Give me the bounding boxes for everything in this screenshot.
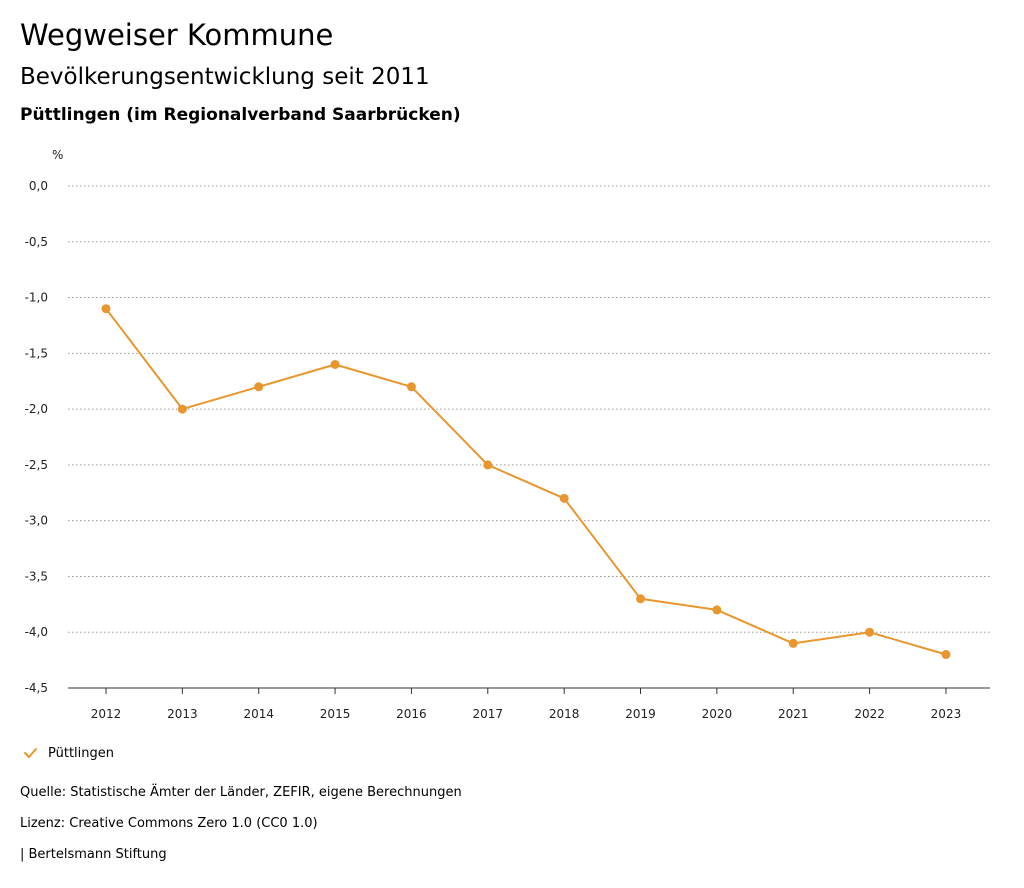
data-point xyxy=(788,638,798,648)
data-point xyxy=(865,627,875,637)
gridlines xyxy=(68,185,990,689)
x-tick-label: 2014 xyxy=(243,707,274,721)
data-point xyxy=(177,404,187,414)
data-point xyxy=(941,650,951,660)
y-tick-label: -0,5 xyxy=(25,235,48,249)
source-note: Quelle: Statistische Ämter der Länder, Z… xyxy=(20,785,462,800)
x-tick-label: 2016 xyxy=(396,707,427,721)
y-tick-label: -2,0 xyxy=(25,402,48,416)
y-tick-label: -4,5 xyxy=(25,681,48,695)
x-tick-label: 2022 xyxy=(854,707,885,721)
y-tick-label: -2,5 xyxy=(25,458,48,472)
legend[interactable]: Püttlingen xyxy=(22,745,114,761)
publisher-note: | Bertelsmann Stiftung xyxy=(20,847,167,862)
y-axis-unit-label: % xyxy=(52,148,63,162)
data-point xyxy=(483,460,493,470)
x-tick-label: 2017 xyxy=(473,707,504,721)
x-tick-label: 2019 xyxy=(625,707,656,721)
x-tick-label: 2015 xyxy=(320,707,351,721)
legend-label: Püttlingen xyxy=(48,745,114,761)
x-tick-label: 2013 xyxy=(167,707,198,721)
y-tick-label: -3,0 xyxy=(25,514,48,528)
data-point xyxy=(330,359,340,369)
data-point xyxy=(559,493,569,503)
y-tick-label: -1,5 xyxy=(25,346,48,360)
y-tick-label: -4,0 xyxy=(25,625,48,639)
region-label: Püttlingen (im Regionalverband Saarbrück… xyxy=(20,105,461,125)
series-layer xyxy=(101,304,951,660)
line-chart: % 0,0 -0,5 -1,0 -1,5 -2,0 -2,5 -3,0 -3,5 -4,0 -4,… xyxy=(25,148,990,721)
x-tick-label: 2012 xyxy=(91,707,122,721)
y-tick-label: 0,0 xyxy=(29,179,48,193)
y-tick-label: -1,0 xyxy=(25,291,48,305)
data-point xyxy=(406,382,416,392)
data-point xyxy=(712,605,722,615)
data-point xyxy=(254,382,264,392)
data-point xyxy=(101,304,111,314)
license-note: Lizenz: Creative Commons Zero 1.0 (CC0 1… xyxy=(20,816,318,831)
data-point xyxy=(636,594,646,604)
x-tick-label: 2020 xyxy=(702,707,733,721)
x-axis: 2012 2013 2014 2015 2016 2017 2018 2019 2020 2021… xyxy=(68,687,990,721)
chart-subtitle: Bevölkerungsentwicklung seit 2011 xyxy=(20,64,430,90)
page-title: Wegweiser Kommune xyxy=(20,18,334,52)
y-tick-label: -3,5 xyxy=(25,569,48,583)
x-tick-label: 2018 xyxy=(549,707,580,721)
x-tick-label: 2023 xyxy=(931,707,962,721)
check-icon xyxy=(24,748,37,758)
series-line xyxy=(105,308,947,656)
x-tick-label: 2021 xyxy=(778,707,809,721)
y-axis-ticks: 0,0 -0,5 -1,0 -1,5 -2,0 -2,5 -3,0 -3,5 -4,0 -4,5 xyxy=(25,179,48,695)
